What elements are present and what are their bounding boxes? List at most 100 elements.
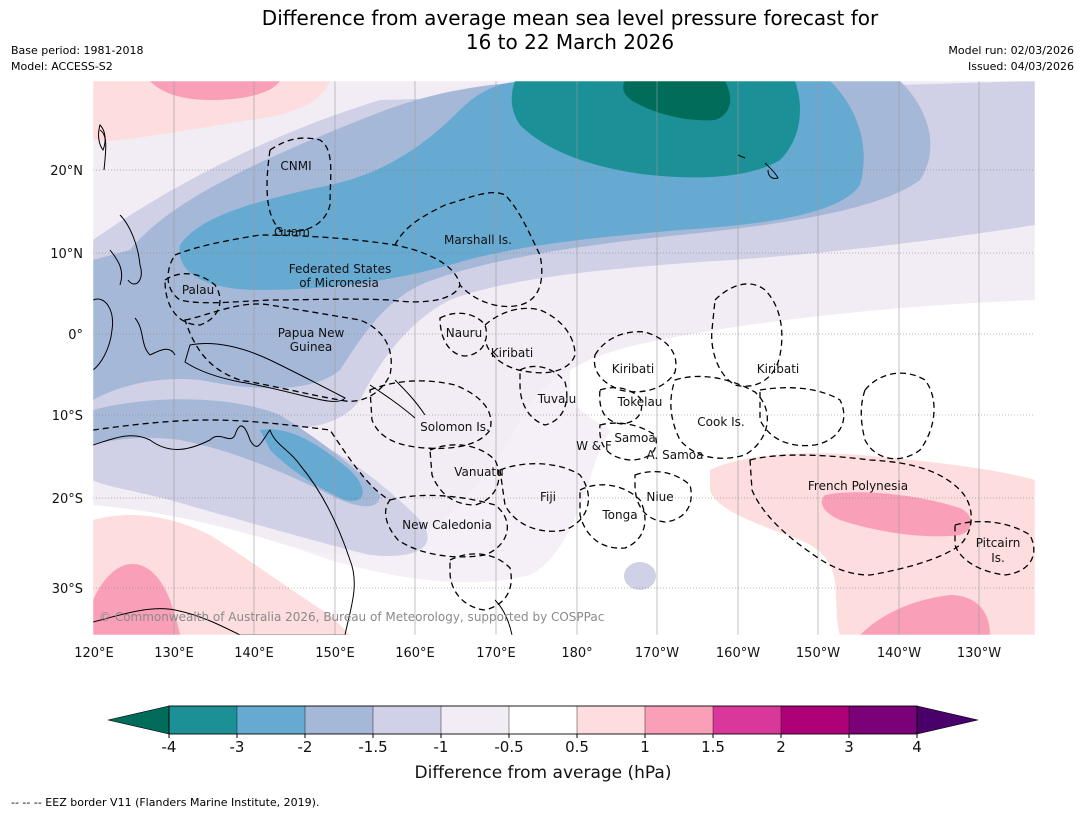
label-palau: Palau (182, 283, 214, 297)
eez-pitcairn (954, 520, 1035, 576)
colorbar-title: Difference from average (hPa) (415, 763, 672, 783)
gridlines (173, 81, 980, 635)
label-fsm-2: of Micronesia (299, 276, 379, 290)
model-name: Model: ACCESS-S2 (11, 60, 113, 73)
lon-tick-label: 150°E (315, 646, 355, 661)
lat-tick-label: 20°S (52, 492, 83, 507)
band-minus-1-5-blob (624, 562, 656, 590)
label-fsm-1: Federated States (289, 262, 391, 276)
lon-tick-label: 160°W (716, 646, 760, 661)
label-pitcairn-1: Pitcairn (976, 536, 1021, 550)
label-nauru: Nauru (446, 326, 482, 340)
lon-tick-label: 160°E (395, 646, 435, 661)
label-cook: Cook Is. (697, 415, 744, 429)
base-period: Base period: 1981-2018 (11, 44, 144, 57)
eez-niue (634, 471, 692, 523)
band-plus-1-se (860, 595, 990, 635)
eez-tonga (579, 484, 646, 549)
region-labels: CNMI Guam Marshall Is. Federated States … (182, 159, 1020, 565)
eez-tuvalu (519, 365, 568, 426)
lat-tick-label: 20°N (50, 164, 83, 179)
eez-tokelau (599, 387, 643, 425)
eez-kiribati-central (593, 331, 677, 393)
borneo-coast (93, 298, 114, 371)
label-png-2: Guinea (290, 340, 333, 354)
lat-tick-label: 0° (68, 328, 83, 343)
lon-tick-label: 140°W (877, 646, 921, 661)
band-minus-1-5-south (93, 424, 428, 556)
map-frame (92, 80, 1036, 636)
colorbar-under-arrow (107, 705, 170, 735)
copyright-notice: © Commonwealth of Australia 2026, Bureau… (99, 610, 604, 624)
label-pitcairn-2: Is. (991, 551, 1005, 565)
label-kiribati-west: Kiribati (491, 346, 533, 360)
new-guinea-coast (184, 342, 346, 402)
eez-solomon (369, 380, 492, 450)
lon-tick-label: 130°W (957, 646, 1001, 661)
eez-marshall (394, 191, 543, 308)
lon-tick-label: 180° (561, 646, 592, 661)
taiwan-coast (98, 124, 106, 151)
label-cnmi: CNMI (280, 159, 311, 173)
colorbar-tick-label: 0.5 (565, 738, 589, 756)
colorbar-segment (780, 705, 850, 735)
band-plus-0-5-nw (93, 81, 330, 141)
label-marshall: Marshall Is. (444, 233, 512, 247)
australia-coast (93, 425, 355, 635)
colorbar-segment (576, 705, 646, 735)
hawaii-coast (737, 154, 779, 179)
pressure-anomaly-shading (93, 81, 1035, 635)
colorbar-tick-label: -1.5 (358, 738, 387, 756)
eez-borders (93, 137, 1035, 611)
label-wf: W & F (576, 439, 612, 453)
lon-tick-label: 120°E (74, 646, 114, 661)
label-tonga: Tonga (601, 508, 637, 522)
band-plus-0-5-se (710, 453, 1035, 635)
colorbar-tick-label: -0.5 (494, 738, 523, 756)
colorbar-segment (848, 705, 918, 735)
colorbar-tick-label: 3 (844, 738, 854, 756)
eez-australia (93, 419, 391, 501)
label-kiribati-central: Kiribati (612, 362, 654, 376)
lon-tick-label: 130°E (154, 646, 194, 661)
label-new-caledonia: New Caledonia (402, 518, 492, 532)
eez-fsm (167, 234, 461, 304)
solomon-coast (369, 379, 426, 419)
lon-tick-label: 150°W (796, 646, 840, 661)
colorbar-segment (372, 705, 442, 735)
eez-nauru (439, 312, 488, 357)
model-run: Model run: 02/03/2026 (948, 44, 1074, 57)
lat-axis: 20°N 10°N 0° 10°S 20°S 30°S (50, 164, 83, 597)
coastlines (93, 124, 779, 635)
colorbar-tick-label: -1 (434, 738, 449, 756)
eez-fiji (499, 463, 589, 532)
eez-kiribati-east (711, 283, 783, 387)
label-niue: Niue (646, 490, 673, 504)
eez-kiribati-east-2 (759, 387, 845, 447)
lon-axis: 120°E 130°E 140°E 150°E 160°E 170°E 180°… (74, 646, 1001, 661)
colorbar-segment (712, 705, 782, 735)
lon-tick-label: 140°E (234, 646, 274, 661)
eez-kiribati-west (484, 307, 576, 374)
band-minus-3-south (260, 429, 363, 501)
eez-cnmi (266, 137, 332, 232)
colorbar-segment (508, 705, 578, 735)
colorbar-segment (644, 705, 714, 735)
label-tuvalu: Tuvalu (537, 392, 577, 406)
eez-nz (449, 553, 512, 611)
colorbar-tick-label: -3 (230, 738, 245, 756)
new-zealand-coast (494, 599, 513, 635)
label-kiribati-east: Kiribati (757, 362, 799, 376)
title-line-1: Difference from average mean sea level p… (261, 6, 879, 30)
colorbar: -4 -3 -2 -1.5 -1 -0.5 0.5 1 1.5 2 3 4 Difference fr… (107, 705, 979, 783)
neutral-region-south (520, 552, 900, 635)
philippines-coast (99, 129, 142, 286)
label-samoa: Samoa (614, 431, 655, 445)
colorbar-segment (168, 705, 238, 735)
colorbar-outline (168, 705, 918, 735)
page-title: Difference from average mean sea level p… (0, 6, 1085, 54)
eez-newcal (384, 494, 508, 558)
colorbar-tick-label: -4 (162, 738, 177, 756)
colorbar-segment (440, 705, 510, 735)
